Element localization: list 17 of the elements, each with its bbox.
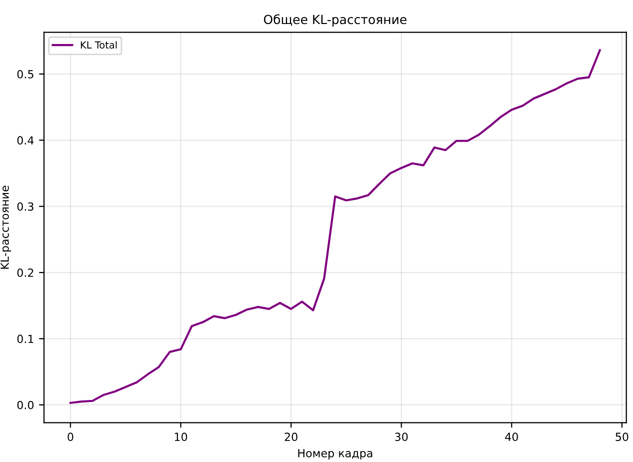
y-tick-label: 0.3 xyxy=(17,202,34,211)
y-axis-title: KL-расстояние xyxy=(0,186,12,269)
line-series xyxy=(69,49,601,404)
x-tick-label: 10 xyxy=(174,432,188,442)
x-axis-title: Номер кадра xyxy=(298,449,372,460)
x-tick-label: 50 xyxy=(616,432,628,442)
y-tick-label: 0.1 xyxy=(17,334,34,344)
y-tick-label: 0.0 xyxy=(17,400,34,410)
x-tick-label: 0 xyxy=(68,432,74,442)
y-tick-label: 0.5 xyxy=(17,70,34,78)
x-tick-label: 40 xyxy=(505,432,518,442)
x-tick-label: 30 xyxy=(395,432,408,442)
y-tick-label: 0.2 xyxy=(17,268,34,277)
y-tick-label: 0.4 xyxy=(17,136,34,145)
legend-label: KL Total xyxy=(80,41,117,49)
chart-title: Общее KL-расстояние xyxy=(264,14,406,27)
x-tick-label: 20 xyxy=(284,432,298,442)
